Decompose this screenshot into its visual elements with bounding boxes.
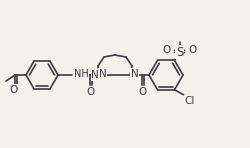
- Text: S: S: [176, 46, 183, 59]
- Text: O: O: [86, 87, 94, 97]
- Text: Cl: Cl: [184, 96, 195, 106]
- Text: O: O: [138, 87, 146, 97]
- Text: O: O: [162, 45, 170, 55]
- Text: O: O: [188, 45, 197, 55]
- Text: NH: NH: [74, 69, 89, 79]
- Text: O: O: [9, 85, 17, 95]
- Text: N: N: [91, 70, 99, 80]
- Text: N: N: [131, 69, 139, 79]
- Text: N: N: [99, 69, 107, 79]
